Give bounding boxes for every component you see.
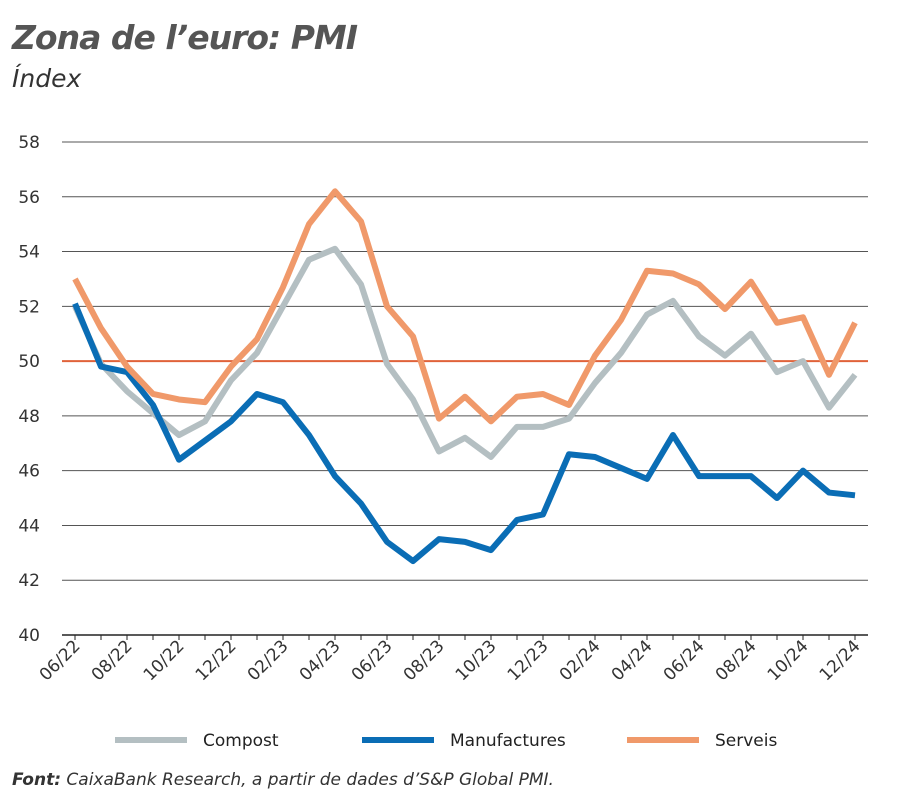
x-tick-label: 04/23 <box>296 636 345 685</box>
x-tick-label: 06/24 <box>660 636 709 685</box>
y-tick-label: 46 <box>18 462 40 482</box>
y-tick-label: 58 <box>18 133 40 153</box>
x-tick-label: 12/23 <box>504 636 553 685</box>
x-tick-label: 10/24 <box>764 636 813 685</box>
x-tick-label: 08/23 <box>400 636 449 685</box>
chart-title: Zona de l’euro: PMI <box>12 18 358 57</box>
series-line-compost <box>72 245 858 460</box>
y-tick-label: 40 <box>18 626 40 646</box>
source-note: Font: CaixaBank Research, a partir de da… <box>12 770 554 790</box>
source-text: CaixaBank Research, a partir de dades d’… <box>61 770 554 790</box>
x-tick-label: 08/22 <box>88 636 137 685</box>
x-tick-label: 12/22 <box>192 636 241 685</box>
series-line-manufactures <box>72 302 856 565</box>
y-tick-label: 48 <box>18 407 40 427</box>
x-tick-label: 10/22 <box>140 636 189 685</box>
legend-label-manufactures: Manufactures <box>450 731 566 751</box>
x-tick-label: 02/23 <box>244 636 293 685</box>
y-tick-label: 56 <box>18 188 40 208</box>
x-tick-label: 02/24 <box>556 636 605 685</box>
series-line-serveis <box>72 188 858 425</box>
x-tick-label: 06/23 <box>348 636 397 685</box>
x-tick-label: 08/24 <box>712 636 761 685</box>
x-tick-label: 06/22 <box>36 636 85 685</box>
y-tick-label: 44 <box>18 516 40 536</box>
legend-label-compost: Compost <box>203 731 279 751</box>
x-tick-label: 10/23 <box>452 636 501 685</box>
y-tick-label: 52 <box>18 297 40 317</box>
y-tick-label: 50 <box>18 352 40 372</box>
chart-subtitle: Índex <box>12 64 82 93</box>
x-tick-label: 04/24 <box>608 636 657 685</box>
line-chart: 40 42 44 46 48 50 52 54 56 58 06/22 08/22 10/22 12/22… <box>18 133 868 751</box>
source-label: Font: <box>12 770 61 790</box>
legend-label-serveis: Serveis <box>715 731 777 751</box>
x-tick-label: 12/24 <box>816 636 865 685</box>
y-tick-label: 42 <box>18 571 40 591</box>
y-tick-label: 54 <box>18 243 40 263</box>
